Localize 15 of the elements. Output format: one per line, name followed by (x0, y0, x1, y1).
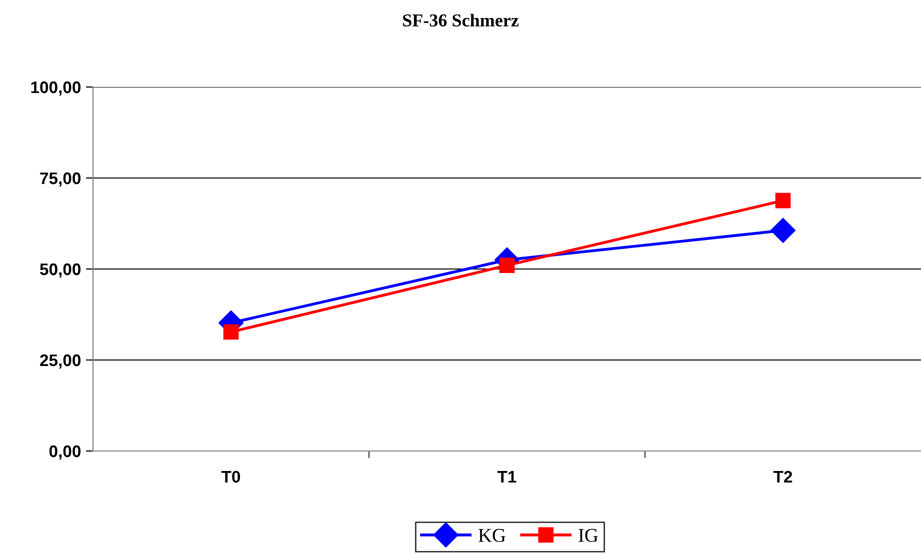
y-tick-label: 25,00 (40, 354, 81, 369)
point (770, 218, 796, 243)
x-tick-label: T0 (221, 470, 240, 483)
x-tick-label: T1 (497, 471, 516, 483)
y-tick-label: 0,00 (49, 445, 81, 460)
y-tick-label: 100,00 (31, 81, 81, 96)
chart-title: SF-36 Schmerz (403, 14, 519, 27)
point (223, 324, 239, 340)
point (499, 258, 515, 273)
point (775, 192, 791, 208)
y-tick-label: 50,00 (40, 263, 81, 278)
x-tick-label: T2 (773, 470, 792, 483)
legend-label: IG (578, 528, 598, 542)
y-tick-label: 75,00 (40, 172, 81, 187)
legend-label: KG (478, 528, 506, 542)
